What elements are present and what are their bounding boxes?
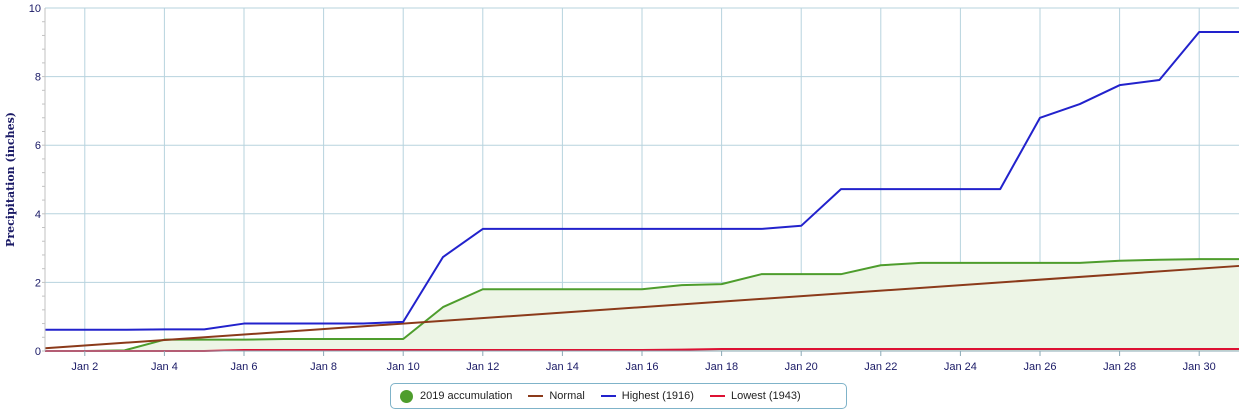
series-area-fill	[45, 259, 1239, 351]
x-tick-label: Jan 26	[1023, 361, 1056, 373]
x-tick-label: Jan 30	[1183, 361, 1216, 373]
y-tick-label: 2	[35, 277, 41, 289]
y-tick-label: 6	[35, 140, 41, 152]
legend-item-normal[interactable]: Normal	[528, 390, 585, 402]
legend-label: Normal	[549, 390, 585, 402]
x-tick-label: Jan 18	[705, 361, 738, 373]
x-tick-label: Jan 2	[71, 361, 98, 373]
x-tick-label: Jan 12	[466, 361, 499, 373]
legend-line-icon	[709, 395, 725, 397]
series-1	[44, 264, 1240, 350]
y-tick-label: 10	[29, 3, 41, 15]
legend-item-2019-accumulation[interactable]: 2019 accumulation	[400, 389, 513, 403]
x-tick-label: Jan 28	[1103, 361, 1136, 373]
x-tick-label: Jan 6	[231, 361, 258, 373]
axes: Jan 2 Jan 4 Jan 6 Jan 8 Jan 10 Jan 12 Jan 14 Ja…	[29, 3, 1239, 373]
legend-item-lowest[interactable]: Lowest (1943)	[709, 390, 801, 402]
series-2	[45, 31, 1239, 331]
x-tick-label: Jan 20	[785, 361, 818, 373]
series-line	[45, 258, 1239, 352]
y-tick-label: 0	[35, 346, 41, 358]
x-tick-label: Jan 22	[864, 361, 897, 373]
legend-label: 2019 accumulation	[420, 390, 513, 402]
series-line	[44, 264, 1240, 350]
y-tick-label: 8	[35, 72, 41, 84]
legend-line-icon	[528, 395, 544, 397]
x-tick-label: Jan 10	[387, 361, 420, 373]
series-3	[45, 347, 1239, 352]
legend-item-highest[interactable]: Highest (1916)	[600, 390, 694, 402]
x-tick-label: Jan 4	[151, 361, 178, 373]
legend-label: Lowest (1943)	[730, 390, 801, 402]
series-layer	[44, 31, 1240, 352]
x-tick-label: Jan 8	[310, 361, 337, 373]
series-0	[45, 258, 1239, 352]
x-tick-label: Jan 14	[546, 361, 579, 373]
legend-label: Highest (1916)	[621, 390, 694, 402]
x-tick-label: Jan 24	[944, 361, 977, 373]
series-line	[45, 31, 1239, 331]
legend-dot-icon	[400, 389, 413, 403]
legend-line-icon	[600, 395, 616, 397]
legend: 2019 accumulation Normal Highest (1916) …	[390, 383, 847, 409]
y-axis-title: Precipitation (inches)	[4, 112, 17, 247]
y-tick-label: 4	[35, 209, 41, 221]
series-line	[45, 347, 1239, 352]
x-tick-label: Jan 16	[625, 361, 658, 373]
